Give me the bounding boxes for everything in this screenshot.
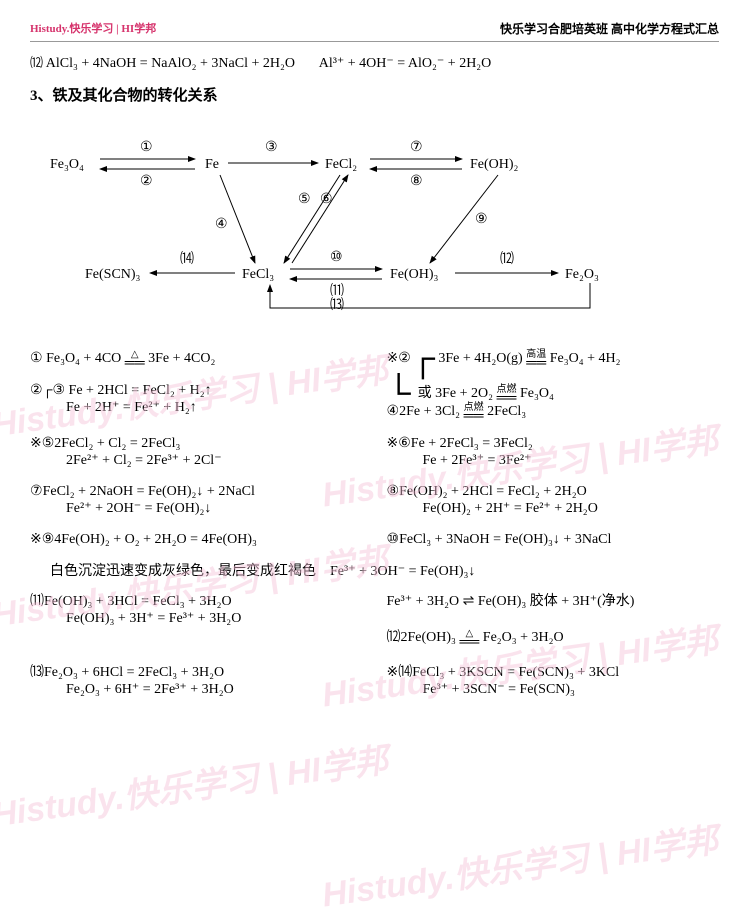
equations-grid-2: ⑾Fe(OH)₃ + 3HCl = FeCl₃ + 3H₂O Fe(OH)₃ +… (30, 590, 719, 698)
svg-text:⑧: ⑧ (410, 174, 423, 189)
eq-hydrolysis: Fe³⁺ + 3H₂O ⇌ Fe(OH)₃ 胶体 + 3H⁺(净水) ⑿2Fe(… (387, 590, 720, 647)
eq-13: ⒀Fe₂O₃ + 6HCl = 2FeCl₃ + 3H₂O Fe₂O₃ + 6H… (30, 661, 363, 698)
color-change-note: 白色沉淀迅速变成灰绿色，最后变成红褐色 (50, 564, 316, 579)
svg-text:⑾: ⑾ (330, 283, 344, 299)
eq-13-ionic: Fe₂O₃ + 6H⁺ = 2Fe³⁺ + 3H₂O (66, 681, 363, 698)
svg-text:⑨: ⑨ (475, 212, 488, 227)
svg-text:⑿: ⑿ (500, 251, 514, 267)
watermark: Histudy.快乐学习 | HI学邦 (319, 812, 721, 916)
svg-text:⑤: ⑤ (298, 192, 311, 207)
node-feoh3: Fe(OH)₃ (390, 267, 439, 282)
eq-14-ionic: Fe³⁺ + 3SCN⁻ = Fe(SCN)₃ (423, 681, 720, 698)
equation-12-top: ⑿ AlCl₃ + 4NaOH = NaAlO₂ + 3NaCl + 2H₂O … (30, 52, 719, 72)
node-feoh2: Fe(OH)₂ (470, 157, 519, 172)
eq-3: ②┌③ Fe + 2HCl = FeCl₂ + H₂↑ Fe + 2H⁺ = F… (30, 382, 363, 421)
eq-number: ⑿ (30, 55, 43, 70)
eq-10: ⑩FeCl₃ + 3NaOH = Fe(OH)₃↓ + 3NaCl (387, 531, 720, 548)
svg-text:①: ① (140, 140, 153, 155)
color-note-row: 白色沉淀迅速变成灰绿色，最后变成红褐色 Fe³⁺ + 3OH⁻ = Fe(OH)… (30, 560, 719, 580)
svg-text:⑩: ⑩ (330, 250, 343, 265)
eq-ionic: Al³⁺ + 4OH⁻ = AlO₂⁻ + 2H₂O (319, 56, 492, 71)
eq-8: ⑧Fe(OH)₂ + 2HCl = FeCl₂ + 2H₂O Fe(OH)₂ +… (387, 483, 720, 517)
svg-text:②: ② (140, 174, 153, 189)
eq-text: AlCl₃ + 4NaOH = NaAlO₂ + 3NaCl + 2H₂O (46, 56, 295, 71)
eq-9: ※⑨4Fe(OH)₂ + O₂ + 2H₂O = 4Fe(OH)₃ (30, 531, 363, 548)
eq-6: ※⑥Fe + 2FeCl₃ = 3FeCl₂ Fe + 2Fe³⁺ = 3Fe²… (387, 435, 720, 469)
svg-text:⒁: ⒁ (180, 251, 194, 267)
eq-11-ionic: Fe(OH)₃ + 3H⁺ = Fe³⁺ + 3H₂O (66, 610, 363, 627)
eq-14: ※⒁FeCl₃ + 3KSCN = Fe(SCN)₃ + 3KCl Fe³⁺ +… (387, 661, 720, 698)
eq-2-alt: └ 或 3Fe + 2O₂ 点燃══ Fe₃O₄ ④2Fe + 3Cl₂ 点燃═… (387, 382, 720, 421)
svg-text:⒀: ⒀ (330, 297, 344, 313)
conversion-diagram: Fe₃O₄ Fe FeCl₂ Fe(OH)₂ Fe(SCN)₃ FeCl₃ Fe… (30, 123, 650, 323)
eq-5-ionic: 2Fe²⁺ + Cl₂ = 2Fe³⁺ + 2Cl⁻ (66, 452, 363, 469)
eq-8-ionic: Fe(OH)₂ + 2H⁺ = Fe²⁺ + 2H₂O (423, 500, 720, 517)
page-header: Histudy.快乐学习 | HI学邦 快乐学习合肥培英班 高中化学方程式汇总 (30, 20, 719, 42)
eq-7: ⑦FeCl₂ + 2NaOH = Fe(OH)₂↓ + 2NaCl Fe²⁺ +… (30, 483, 363, 517)
doc-title: 快乐学习合肥培英班 高中化学方程式汇总 (500, 20, 719, 37)
node-fecl2: FeCl₂ (325, 157, 357, 172)
svg-text:⑥: ⑥ (320, 192, 333, 207)
node-fe: Fe (205, 157, 219, 172)
svg-text:④: ④ (215, 217, 228, 232)
brand-text: Histudy.快乐学习 | HI学邦 (30, 20, 156, 37)
eq-1: ① Fe₃O₄ + 4CO △══ 3Fe + 4CO₂ (30, 350, 363, 368)
eq-6-ionic: Fe + 2Fe³⁺ = 3Fe²⁺ (423, 452, 720, 469)
node-fecl3: FeCl₃ (242, 267, 274, 282)
node-fe3o4: Fe₃O₄ (50, 157, 84, 172)
node-fe2o3: Fe₂O₃ (565, 267, 599, 282)
eq-3-ionic: Fe + 2H⁺ = Fe²⁺ + H₂↑ (66, 399, 363, 416)
equations-grid: ① Fe₃O₄ + 4CO △══ 3Fe + 4CO₂ ※②┌ 3Fe + 4… (30, 350, 719, 548)
node-fescn: Fe(SCN)₃ (85, 267, 141, 282)
svg-text:③: ③ (265, 140, 278, 155)
section-title: 3、铁及其化合物的转化关系 (30, 84, 719, 105)
eq-7-ionic: Fe²⁺ + 2OH⁻ = Fe(OH)₂↓ (66, 500, 363, 517)
eq-11: ⑾Fe(OH)₃ + 3HCl = FeCl₃ + 3H₂O Fe(OH)₃ +… (30, 590, 363, 647)
eq-5: ※⑤2FeCl₂ + Cl₂ = 2FeCl₃ 2Fe²⁺ + Cl₂ = 2F… (30, 435, 363, 469)
watermark: Histudy.快乐学习 | HI学邦 (0, 732, 391, 836)
eq-2: ※②┌ 3Fe + 4H₂O(g) 高温══ Fe₃O₄ + 4H₂ (387, 350, 720, 368)
color-note-ionic: Fe³⁺ + 3OH⁻ = Fe(OH)₃↓ (330, 564, 475, 579)
svg-text:⑦: ⑦ (410, 140, 423, 155)
